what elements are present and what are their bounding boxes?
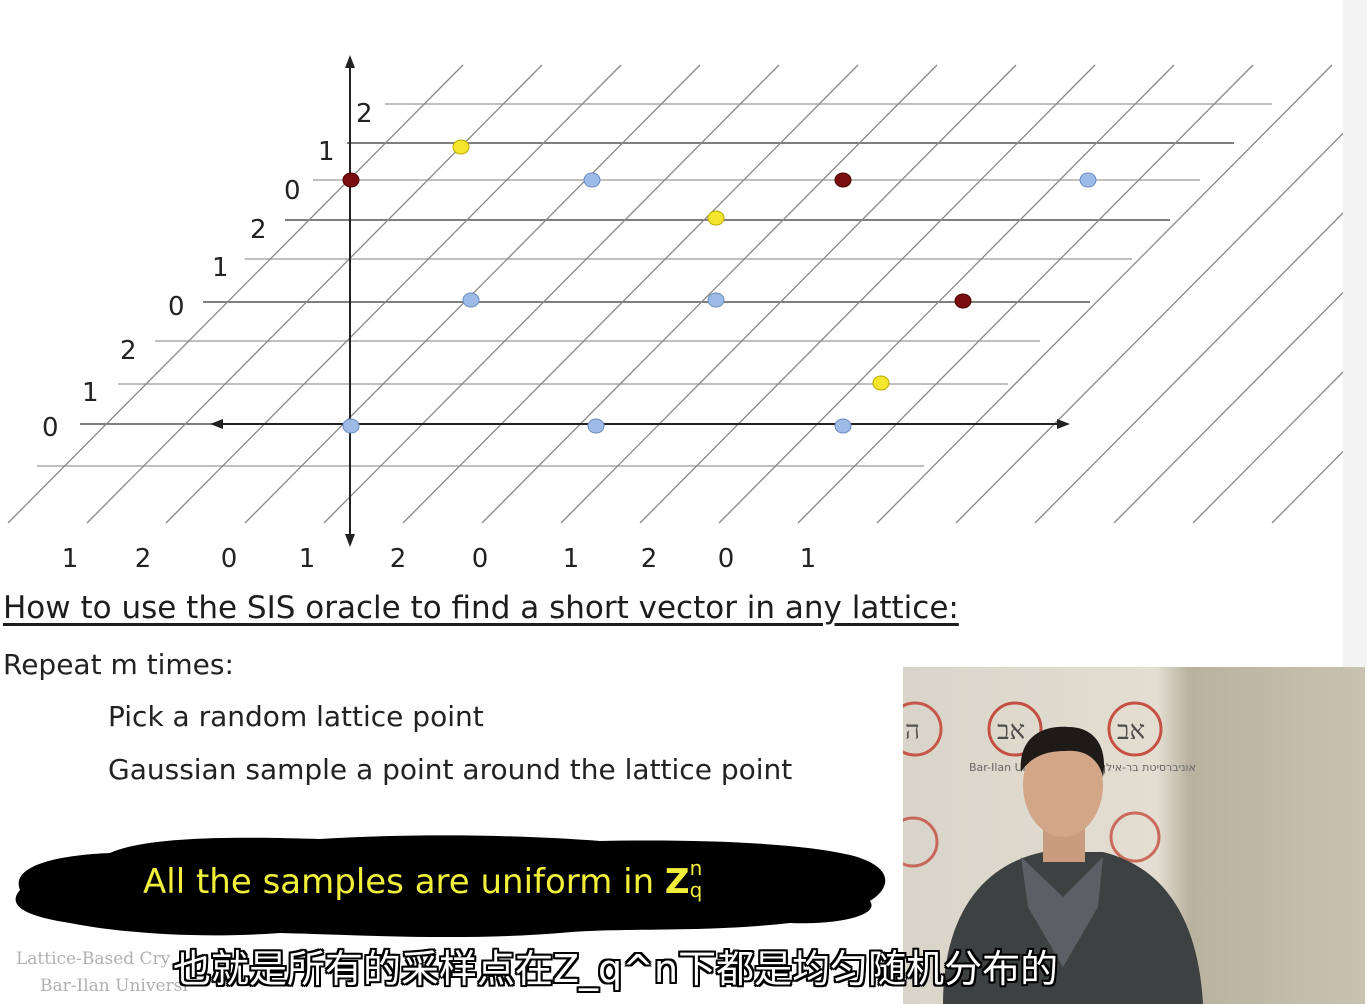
row-label: 2: [356, 99, 373, 129]
x-axis-arrow-right: [1057, 419, 1070, 429]
grid-diagonal-line: [718, 64, 1175, 524]
bottom-label: 1: [62, 544, 79, 574]
university-logo-center: אב: [987, 701, 1043, 757]
blue-lattice-point: [587, 418, 605, 434]
red-lattice-point: [834, 172, 852, 188]
y-axis-arrow-up: [345, 55, 355, 68]
step-gaussian-sample: Gaussian sample a point around the latti…: [108, 753, 793, 786]
blue-lattice-point: [583, 172, 601, 188]
footer-course: Lattice-Based Cry: [16, 949, 171, 969]
bottom-label: 2: [135, 544, 152, 574]
highlight-label: All the samples are uniform in: [143, 862, 665, 902]
row-label: 0: [42, 413, 59, 443]
blue-lattice-point: [707, 292, 725, 308]
grid-diagonal-line: [1034, 187, 1367, 524]
grid-diagonal-line: [402, 64, 859, 524]
bottom-label: 1: [800, 544, 817, 574]
repeat-line: Repeat m times:: [3, 648, 234, 681]
x-axis-arrow-left: [210, 419, 223, 429]
yellow-lattice-point: [872, 375, 890, 391]
bottom-label: 0: [221, 544, 238, 574]
grid-diagonal-line: [876, 64, 1333, 524]
row-label: 0: [168, 292, 185, 322]
svg-text:אב: אב: [1117, 716, 1145, 746]
grid-diagonal-line: [560, 64, 1017, 524]
grid-diagonal-line: [1192, 346, 1367, 524]
university-logo-left: ה: [903, 701, 943, 757]
row-label: 2: [250, 215, 267, 245]
blue-lattice-point: [834, 418, 852, 434]
logo-caption-he: אוניברסיטת בר-אילן: [1103, 761, 1196, 774]
bottom-label: 2: [641, 544, 658, 574]
z-subscript: q: [689, 878, 703, 902]
z-superscript: n: [689, 856, 703, 880]
bottom-label: 0: [472, 544, 489, 574]
grid-diagonal-line: [481, 64, 938, 524]
grid-diagonal-line: [797, 64, 1254, 524]
row-label: 2: [120, 336, 137, 366]
svg-text:ה: ה: [905, 716, 920, 746]
grid-diagonal-line: [165, 64, 622, 524]
grid-diagonal-line: [323, 64, 780, 524]
blue-lattice-point: [342, 418, 360, 434]
footer-university: Bar-Ilan Universi: [40, 976, 188, 996]
row-label: 1: [212, 253, 229, 283]
video-frame: ה אב אב Bar-Ilan University אוניברסיטת ב…: [903, 701, 1203, 1004]
row-label: 0: [284, 176, 301, 206]
university-logo-right: אב: [1107, 701, 1163, 757]
z-symbol: Z: [664, 862, 690, 902]
highlight-blob: [15, 835, 886, 938]
bottom-label: 1: [563, 544, 580, 574]
speaker-video: ה אב אב Bar-Ilan University אוניברסיטת ב…: [903, 667, 1365, 1004]
yellow-lattice-point: [707, 210, 725, 226]
y-axis-arrow-down: [345, 534, 355, 547]
slide-title: How to use the SIS oracle to find a shor…: [3, 590, 959, 626]
bottom-label: 0: [718, 544, 735, 574]
yellow-lattice-point: [452, 139, 470, 155]
step-pick-point: Pick a random lattice point: [108, 700, 484, 733]
chinese-subtitle: 也就是所有的采样点在Z_q^n下都是均匀随机分布的: [173, 947, 1059, 991]
row-label: 1: [318, 137, 335, 167]
grid-diagonal-line: [639, 64, 1096, 524]
svg-text:אב: אב: [997, 716, 1025, 746]
speaker: [943, 726, 1203, 1004]
row-label: 1: [82, 378, 99, 408]
red-lattice-point: [954, 293, 972, 309]
grid-diagonal-line: [7, 64, 464, 524]
blue-lattice-point: [1079, 172, 1097, 188]
grid-diagonal-line: [955, 108, 1367, 524]
bottom-label: 2: [390, 544, 407, 574]
grid-diagonal-line: [1113, 267, 1367, 524]
slide-edge: [1343, 0, 1367, 667]
blue-lattice-point: [462, 292, 480, 308]
bottom-label: 1: [299, 544, 316, 574]
red-lattice-point: [342, 172, 360, 188]
